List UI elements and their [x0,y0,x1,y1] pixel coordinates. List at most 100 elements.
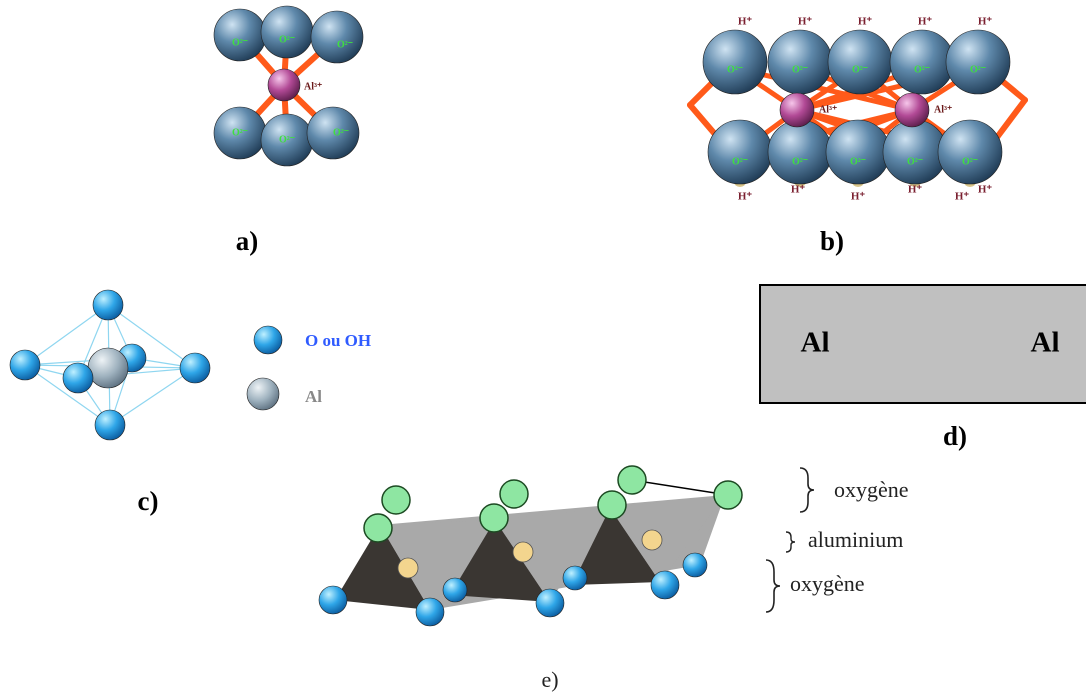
label: H⁺ [978,184,993,196]
atom [94,409,126,441]
label: Al³⁺ [819,104,837,115]
atom [713,480,743,510]
label: H⁺ [918,16,933,28]
atom [310,10,364,64]
atom [882,119,948,185]
label: H⁺ [738,191,753,203]
atom [381,485,411,515]
label: O²⁻ [279,34,295,45]
bond [631,479,729,496]
label: e) [541,667,558,692]
label: O²⁻ [727,64,743,75]
label: H⁺ [738,16,753,28]
label: Al³⁺ [304,81,322,92]
atom [767,29,833,95]
label: Al [1031,327,1060,359]
bond [24,364,111,426]
atom [499,479,529,509]
atom [707,119,773,185]
atom [641,529,663,551]
brace [765,559,781,613]
atom [889,29,955,95]
atom [562,565,588,591]
label: O²⁻ [907,156,923,167]
atom [246,377,280,411]
label: O²⁻ [792,64,808,75]
sheet [610,495,725,582]
atom [767,119,833,185]
atom [306,106,360,160]
atoms [9,5,1011,627]
octahedron-face [450,520,550,602]
atom [535,588,565,618]
label: Al³⁺ [934,104,952,115]
label: H⁺ [798,16,813,28]
label: d) [943,421,967,451]
label: a) [236,226,259,256]
atom [937,119,1003,185]
label: H⁺ [978,16,993,28]
atom [825,119,891,185]
label: O²⁻ [792,156,808,167]
atom [779,92,815,128]
sheet [380,520,495,610]
octahedron-face [335,525,430,610]
atom [682,552,708,578]
bond [992,97,1028,143]
label: Al [305,387,322,406]
label: O²⁻ [279,134,295,145]
label: O²⁻ [232,127,248,138]
atom [650,570,680,600]
atom [87,347,129,389]
atom [479,503,509,533]
atom [894,92,930,128]
bond [107,304,196,369]
label: O²⁻ [850,156,866,167]
label: O²⁻ [337,39,353,50]
label: c) [138,486,159,516]
label: aluminium [808,527,903,552]
atom [617,465,647,495]
bond [109,367,196,426]
atom [397,557,419,579]
label: O²⁻ [970,64,986,75]
octahedron-face [572,508,660,585]
brace [799,467,815,513]
atom [827,29,893,95]
atom [260,5,314,59]
label: oxygène [790,571,865,596]
atom [253,325,283,355]
atom [62,362,94,394]
label: oxygène [834,477,909,502]
label: O²⁻ [732,156,748,167]
panel-d-box [759,284,1086,404]
label: H⁺ [908,184,923,196]
label: O²⁻ [232,37,248,48]
atom [9,349,41,381]
atom [442,577,468,603]
label: b) [820,226,844,256]
label: H⁺ [851,191,866,203]
label: H⁺ [955,191,970,203]
labels: O²⁻ O²⁻ O²⁻ O²⁻ O²⁻ O²⁻ Al³⁺ a) H⁺ H⁺ H⁺ H⁺ H⁺ O²⁻ O²⁻… [138,16,1060,692]
label: Al [801,327,830,359]
atom [179,352,211,384]
atom [512,541,534,563]
atom [945,29,1011,95]
atom [415,597,445,627]
label: O²⁻ [852,64,868,75]
atom [213,8,267,62]
bond [24,304,109,366]
brace [785,531,796,553]
label: O²⁻ [914,64,930,75]
atom [318,585,348,615]
atom [267,68,301,102]
sheet [495,508,610,602]
atom [92,289,124,321]
atom [363,513,393,543]
atom [702,29,768,95]
label: O²⁻ [333,127,349,138]
atom [597,490,627,520]
label: H⁺ [791,184,806,196]
